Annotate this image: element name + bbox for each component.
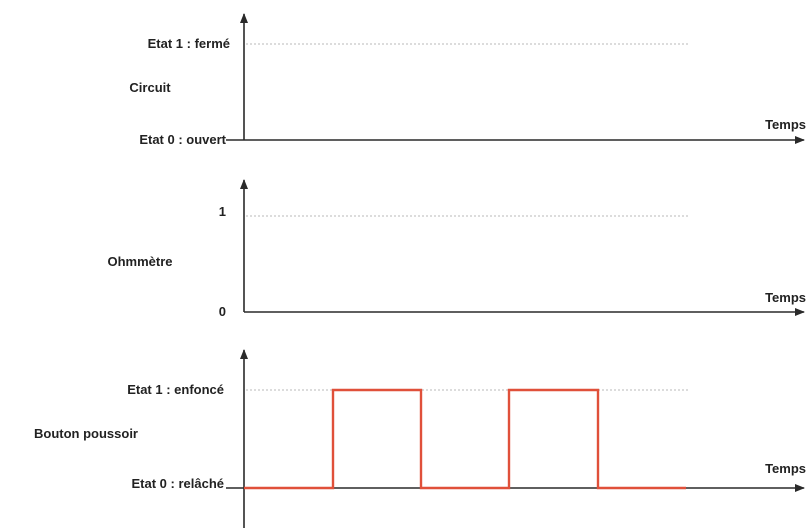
bouton-title: Bouton poussoir (34, 426, 138, 441)
bouton-signal-trace (244, 388, 686, 490)
circuit-high-label: Etat 1 : fermé (148, 36, 230, 51)
ohmmetre-time-label: Temps (765, 290, 806, 305)
panel-ohmmetre: 1 Ohmmètre 0 Temps (107, 179, 806, 319)
ohmmetre-low-label: 0 (219, 304, 226, 319)
panel-circuit: Etat 1 : fermé Circuit Etat 0 : ouvert T… (129, 13, 806, 147)
ohmmetre-title: Ohmmètre (107, 254, 172, 269)
circuit-title: Circuit (129, 80, 171, 95)
ohmmetre-high-label: 1 (219, 204, 226, 219)
bouton-time-label: Temps (765, 461, 806, 476)
bouton-high-label: Etat 1 : enfoncé (127, 382, 224, 397)
circuit-low-label: Etat 0 : ouvert (139, 132, 226, 147)
bouton-low-label: Etat 0 : relâché (132, 476, 225, 491)
panel-bouton: Etat 1 : enfoncé Bouton poussoir Etat 0 … (34, 349, 806, 528)
circuit-time-label: Temps (765, 117, 806, 132)
